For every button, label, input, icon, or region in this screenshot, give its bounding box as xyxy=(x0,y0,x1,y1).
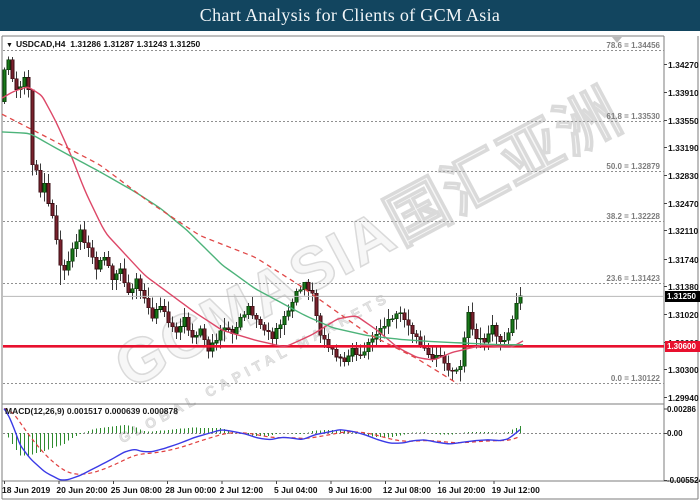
chart-frame[interactable] xyxy=(2,36,698,498)
title-bar: Chart Analysis for Clients of GCM Asia xyxy=(0,0,700,31)
page-title: Chart Analysis for Clients of GCM Asia xyxy=(199,5,501,25)
